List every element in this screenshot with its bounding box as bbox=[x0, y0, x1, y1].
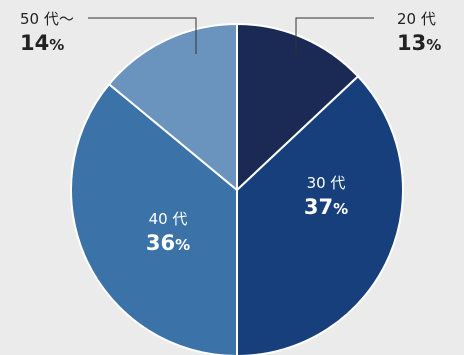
value-label-20s: 13% bbox=[397, 31, 441, 55]
pie-slice-40s bbox=[70, 83, 238, 355]
category-label-30s: 30 代 bbox=[307, 174, 346, 192]
value-label-40s: 36% bbox=[146, 231, 190, 255]
pie-slices bbox=[70, 23, 404, 355]
pie-labels: 20 代 13% 30 代 37% 40 代 36% 50 代〜 14% bbox=[20, 10, 441, 255]
category-label-50s: 50 代〜 bbox=[20, 10, 74, 28]
value-label-50s: 14% bbox=[20, 31, 64, 55]
value-label-30s: 37% bbox=[304, 195, 348, 219]
leader-line-20s bbox=[295, 17, 374, 54]
pie-slice-20s bbox=[236, 23, 360, 191]
category-label-40s: 40 代 bbox=[149, 210, 188, 228]
leader-line-50s bbox=[88, 17, 197, 54]
pie-slice-30s bbox=[236, 75, 404, 355]
category-label-20s: 20 代 bbox=[397, 10, 436, 28]
leader-lines bbox=[88, 17, 374, 54]
pie-slice-50s bbox=[108, 23, 238, 191]
